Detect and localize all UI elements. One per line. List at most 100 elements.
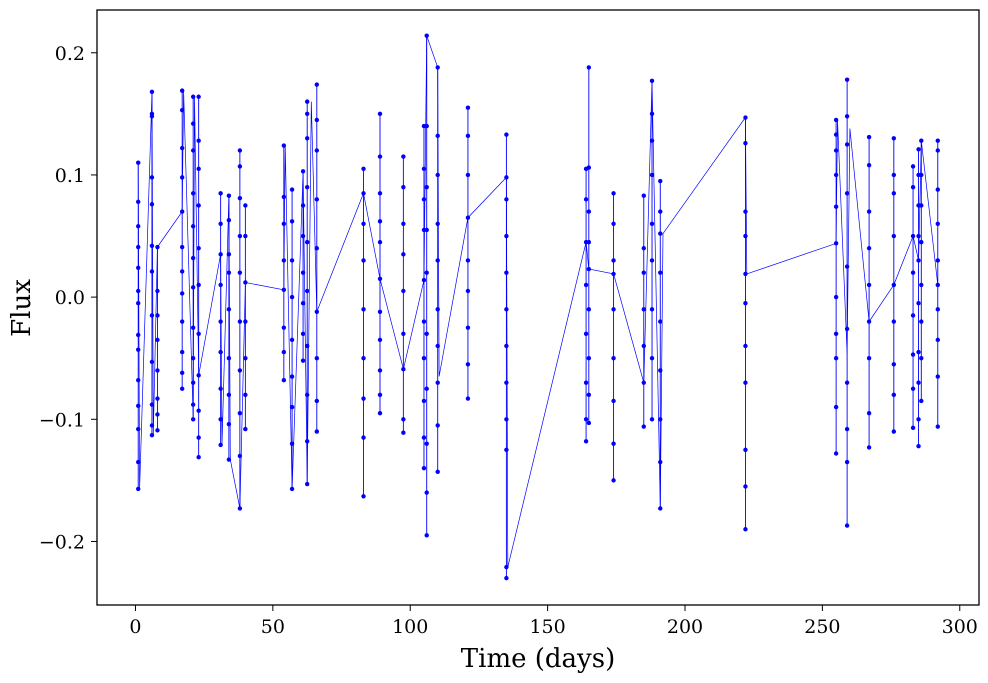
data-point-13-2 xyxy=(304,136,310,141)
data-point-12-2 xyxy=(300,233,306,239)
data-point-5-3 xyxy=(196,203,201,208)
data-point-16-8 xyxy=(377,368,383,373)
data-point-15-8 xyxy=(361,494,366,499)
data-point-32-7 xyxy=(866,410,872,416)
data-point-21-8 xyxy=(465,396,471,401)
data-point-10-2 xyxy=(281,221,287,227)
data-point-20-2 xyxy=(435,172,440,178)
data-point-32-8 xyxy=(866,445,872,450)
data-point-1-11 xyxy=(149,432,155,438)
data-point-0-3 xyxy=(136,244,141,250)
data-point-0-9 xyxy=(136,377,141,383)
data-point-29-4 xyxy=(743,271,748,277)
data-point-6-3 xyxy=(218,282,223,288)
data-point-7-6 xyxy=(226,392,232,398)
data-point-28-2 xyxy=(658,231,663,236)
data-point-9-3 xyxy=(243,319,248,324)
data-point-4-3 xyxy=(190,191,196,196)
data-point-19-9 xyxy=(424,533,429,538)
x-tick-label-100: 100 xyxy=(392,616,428,638)
data-point-1-5 xyxy=(149,243,155,249)
data-point-3-7 xyxy=(179,291,185,296)
data-point-1-3 xyxy=(149,175,155,180)
data-point-9-0 xyxy=(243,203,248,208)
data-point-22-0 xyxy=(504,132,509,137)
data-point-22-6 xyxy=(504,343,509,349)
data-point-26-2 xyxy=(641,270,646,275)
data-point-34-7 xyxy=(910,425,916,431)
data-point-8-9 xyxy=(237,506,243,511)
data-point-3-9 xyxy=(179,349,185,355)
data-point-18-1 xyxy=(421,166,427,172)
data-point-13-9 xyxy=(304,481,310,487)
data-point-8-6 xyxy=(237,368,243,373)
data-point-3-5 xyxy=(179,244,185,250)
data-point-10-7 xyxy=(281,377,287,383)
data-point-3-8 xyxy=(179,319,185,324)
data-point-21-3 xyxy=(465,215,471,220)
data-point-0-12 xyxy=(136,459,141,465)
data-point-18-2 xyxy=(421,197,427,202)
data-point-2-7 xyxy=(155,428,160,433)
data-point-23-5 xyxy=(583,380,589,385)
data-point-33-1 xyxy=(891,172,897,178)
data-point-36-5 xyxy=(919,319,924,324)
data-point-7-0 xyxy=(226,193,232,198)
data-point-35-4 xyxy=(916,258,921,263)
data-point-3-0 xyxy=(179,88,185,93)
data-point-5-0 xyxy=(196,94,201,99)
data-point-24-1 xyxy=(586,165,592,170)
data-point-11-3 xyxy=(289,294,295,300)
data-point-10-6 xyxy=(281,349,287,355)
data-point-8-8 xyxy=(237,453,243,459)
data-point-27-1 xyxy=(649,111,655,117)
data-point-28-3 xyxy=(658,270,663,275)
data-point-30-4 xyxy=(833,204,839,209)
data-point-17-8 xyxy=(401,430,406,435)
data-point-4-0 xyxy=(190,94,196,99)
data-point-25-3 xyxy=(611,271,616,277)
data-point-9-4 xyxy=(243,356,248,361)
data-point-9-5 xyxy=(243,392,248,398)
data-point-24-5 xyxy=(586,307,592,312)
data-point-23-3 xyxy=(583,282,589,288)
data-point-24-7 xyxy=(586,392,592,398)
x-tick-label-150: 150 xyxy=(529,616,565,638)
data-point-30-7 xyxy=(833,331,839,336)
data-point-8-1 xyxy=(237,164,243,169)
y-tick-label-1: −0.1 xyxy=(39,409,85,431)
data-point-10-3 xyxy=(281,258,287,263)
data-point-32-2 xyxy=(866,209,872,214)
data-point-18-5 xyxy=(421,319,427,324)
data-point-34-1 xyxy=(910,184,916,190)
data-point-37-5 xyxy=(935,282,940,288)
data-point-33-4 xyxy=(891,282,897,288)
data-point-25-0 xyxy=(611,191,616,196)
data-point-15-0 xyxy=(361,166,366,172)
data-point-20-7 xyxy=(435,380,440,385)
data-point-6-8 xyxy=(218,442,223,448)
data-point-21-5 xyxy=(465,288,471,294)
data-point-35-9 xyxy=(916,443,921,449)
data-point-23-1 xyxy=(583,197,589,202)
data-point-0-0 xyxy=(136,160,141,165)
data-point-16-10 xyxy=(377,410,383,416)
data-point-0-8 xyxy=(136,347,141,352)
data-point-19-2 xyxy=(424,184,429,190)
data-point-5-1 xyxy=(196,138,201,143)
data-point-33-6 xyxy=(891,362,897,367)
data-point-31-5 xyxy=(844,326,850,332)
data-point-15-2 xyxy=(361,221,366,227)
data-point-4-2 xyxy=(190,148,196,153)
data-point-32-3 xyxy=(866,246,872,251)
data-point-28-8 xyxy=(658,506,663,511)
x-axis: 0 50 100 150 200 250 300 xyxy=(129,605,978,638)
data-point-36-0 xyxy=(919,138,924,143)
y-axis-title: Flux xyxy=(7,279,37,337)
data-point-3-1 xyxy=(179,107,185,113)
data-point-3-10 xyxy=(179,370,185,376)
y-tick-label-3: 0.1 xyxy=(55,165,85,187)
data-point-13-1 xyxy=(304,111,310,117)
data-point-6-5 xyxy=(218,349,223,355)
data-point-4-10 xyxy=(190,402,196,407)
